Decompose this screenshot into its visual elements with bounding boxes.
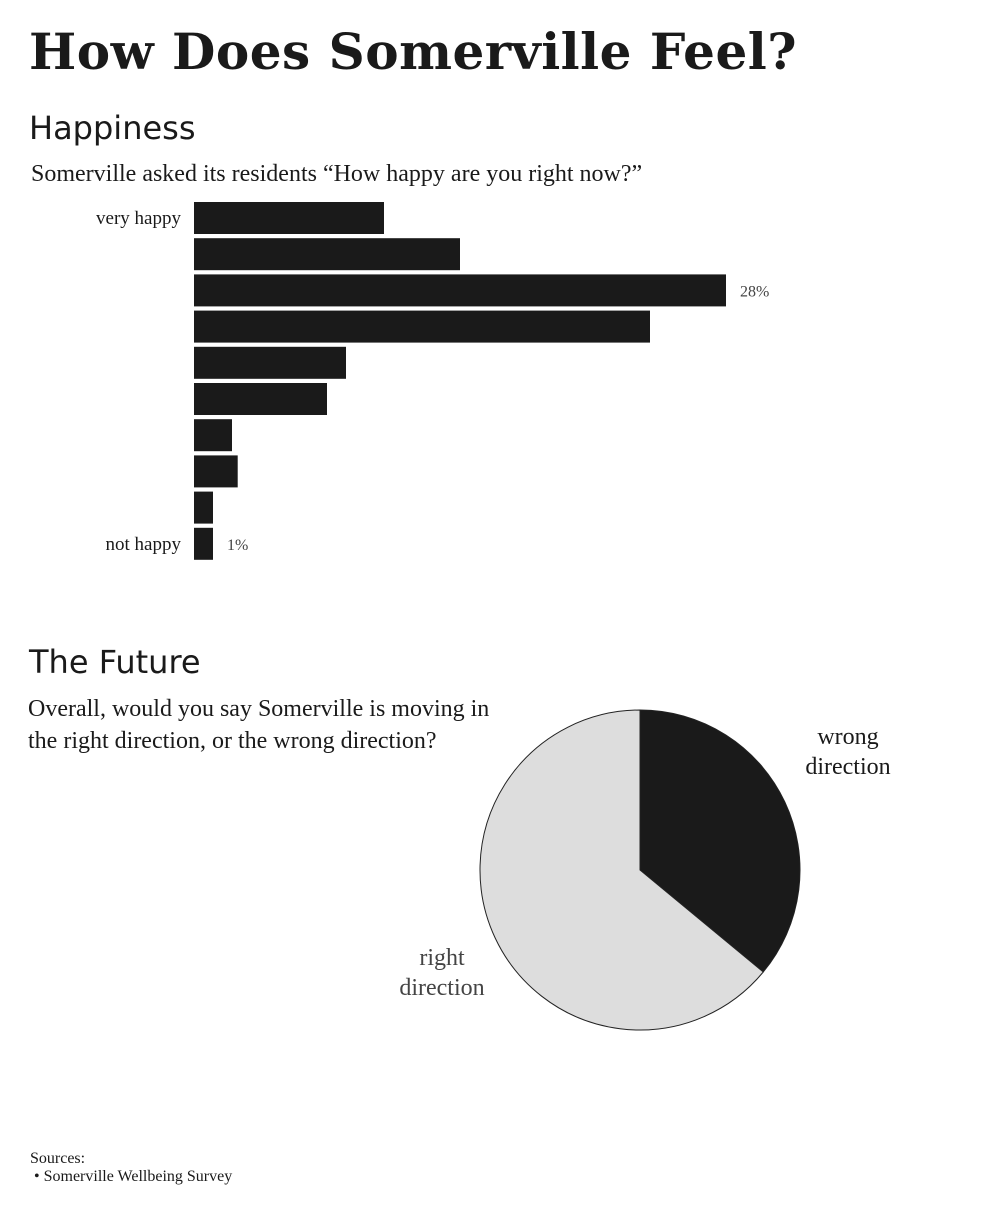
pie-slice-label: wrong direction [805,724,890,780]
future-heading: The Future [29,643,201,681]
pie-slice-label: right direction [399,945,484,1001]
future-pie-chart: wrong direction right direction [399,709,891,1031]
happiness-bar-chart: very happy 28% not happy 1% [96,202,769,560]
bar-category-label: not happy [106,534,182,555]
happiness-heading: Happiness [29,109,196,147]
future-question: Overall, would you say Somerville is mov… [28,696,490,754]
happiness-bar-10 [194,527,213,560]
happiness-bar-3 [194,274,726,307]
bar-value-label: 1% [227,537,248,554]
happiness-question: Somerville asked its residents “How happ… [31,161,643,187]
happiness-bar-4 [194,310,650,343]
source-item-text: Somerville Wellbeing Survey [43,1168,233,1185]
happiness-bar-7 [194,419,232,452]
sources-section: Sources: • Somerville Wellbeing Survey [30,1150,232,1186]
happiness-bar-8 [194,455,238,488]
pie-slice-right-direction [479,709,764,1031]
happiness-bar-9 [194,491,213,524]
happiness-bar-6 [194,383,327,415]
happiness-bar-1 [194,202,384,234]
pie-slice-wrong-direction [639,709,801,973]
happiness-bar-2 [194,238,460,271]
bar-value-label: 28% [740,283,769,300]
happiness-bar-5 [194,346,346,379]
page-title: How Does Somerville Feel? [29,22,798,81]
sources-label: Sources: [30,1150,86,1167]
bar-category-label: very happy [96,208,181,229]
source-item: • Somerville Wellbeing Survey [34,1168,233,1185]
